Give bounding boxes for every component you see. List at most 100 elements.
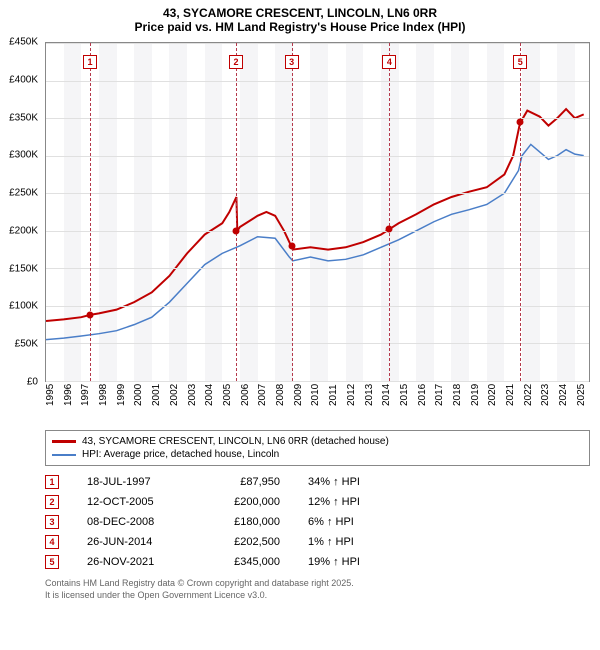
legend-label: 43, SYCAMORE CRESCENT, LINCOLN, LN6 0RR … <box>82 436 389 447</box>
y-tick-label: £350K <box>9 112 38 123</box>
y-tick-label: £400K <box>9 74 38 85</box>
sale-date: 26-JUN-2014 <box>87 536 182 548</box>
x-tick-label: 2020 <box>487 384 498 406</box>
sale-price: £200,000 <box>210 496 280 508</box>
x-axis-labels: 1995 1996 1997 1998 1999 2000 2001 2002 2003 2004… <box>45 384 590 422</box>
marker-line <box>236 43 237 381</box>
y-tick-label: £450K <box>9 37 38 48</box>
x-tick-label: 1997 <box>80 384 91 406</box>
x-tick-label: 2003 <box>187 384 198 406</box>
marker-dot <box>288 242 295 249</box>
x-tick-label: 2004 <box>204 384 215 406</box>
title-block: 43, SYCAMORE CRESCENT, LINCOLN, LN6 0RR … <box>0 0 600 36</box>
x-tick-label: 2011 <box>328 384 339 406</box>
sale-number-box: 5 <box>45 555 59 569</box>
sale-pct: 1% ↑ HPI <box>308 536 388 548</box>
y-tick-label: £250K <box>9 188 38 199</box>
x-tick-label: 2024 <box>558 384 569 406</box>
line-svg <box>46 43 589 381</box>
marker-box: 1 <box>83 55 97 69</box>
legend-label: HPI: Average price, detached house, Linc… <box>82 449 279 460</box>
x-tick-label: 2006 <box>240 384 251 406</box>
sale-price: £180,000 <box>210 516 280 528</box>
legend-swatch <box>52 440 76 443</box>
y-tick-label: £50K <box>15 339 38 350</box>
x-tick-label: 2022 <box>523 384 534 406</box>
marker-dot <box>386 225 393 232</box>
x-tick-label: 2000 <box>133 384 144 406</box>
sale-pct: 12% ↑ HPI <box>308 496 388 508</box>
sale-date: 18-JUL-1997 <box>87 476 182 488</box>
x-tick-label: 2005 <box>222 384 233 406</box>
x-tick-label: 2001 <box>151 384 162 406</box>
x-tick-label: 2016 <box>417 384 428 406</box>
sale-price: £202,500 <box>210 536 280 548</box>
marker-box: 2 <box>229 55 243 69</box>
x-tick-label: 2025 <box>576 384 587 406</box>
x-tick-label: 2007 <box>257 384 268 406</box>
y-axis-labels: £0£50K£100K£150K£200K£250K£300K£350K£400… <box>0 42 42 382</box>
marker-line <box>520 43 521 381</box>
legend: 43, SYCAMORE CRESCENT, LINCOLN, LN6 0RR … <box>45 430 590 466</box>
footer-attribution: Contains HM Land Registry data © Crown c… <box>45 578 590 601</box>
footer-line-1: Contains HM Land Registry data © Crown c… <box>45 578 590 590</box>
y-tick-label: £200K <box>9 225 38 236</box>
sale-pct: 6% ↑ HPI <box>308 516 388 528</box>
x-tick-label: 2018 <box>452 384 463 406</box>
series-hpi <box>46 144 584 339</box>
sale-row: 5 26-NOV-2021 £345,000 19% ↑ HPI <box>45 552 590 572</box>
chart-title-address: 43, SYCAMORE CRESCENT, LINCOLN, LN6 0RR <box>0 6 600 20</box>
sale-date: 08-DEC-2008 <box>87 516 182 528</box>
sale-price: £345,000 <box>210 556 280 568</box>
x-tick-label: 2008 <box>275 384 286 406</box>
x-tick-label: 1998 <box>98 384 109 406</box>
x-tick-label: 2009 <box>293 384 304 406</box>
sale-row: 3 08-DEC-2008 £180,000 6% ↑ HPI <box>45 512 590 532</box>
chart-area: £0£50K£100K£150K£200K£250K£300K£350K£400… <box>45 42 590 422</box>
sale-row: 1 18-JUL-1997 £87,950 34% ↑ HPI <box>45 472 590 492</box>
marker-box: 5 <box>513 55 527 69</box>
marker-box: 3 <box>285 55 299 69</box>
plot-area: 1 2 3 4 5 <box>45 42 590 382</box>
x-tick-label: 2012 <box>346 384 357 406</box>
x-tick-label: 2013 <box>364 384 375 406</box>
y-tick-label: £0 <box>27 377 38 388</box>
sale-price: £87,950 <box>210 476 280 488</box>
marker-dot <box>233 227 240 234</box>
y-tick-label: £150K <box>9 263 38 274</box>
legend-swatch <box>52 454 76 456</box>
marker-dot <box>517 118 524 125</box>
marker-line <box>90 43 91 381</box>
x-tick-label: 2017 <box>434 384 445 406</box>
x-tick-label: 2014 <box>381 384 392 406</box>
x-tick-label: 2019 <box>470 384 481 406</box>
x-tick-label: 2015 <box>399 384 410 406</box>
chart-container: 43, SYCAMORE CRESCENT, LINCOLN, LN6 0RR … <box>0 0 600 650</box>
series-price_paid <box>46 109 584 321</box>
x-tick-label: 2002 <box>169 384 180 406</box>
x-tick-label: 2021 <box>505 384 516 406</box>
x-tick-label: 1999 <box>116 384 127 406</box>
sale-date: 26-NOV-2021 <box>87 556 182 568</box>
marker-dot <box>87 311 94 318</box>
sale-number-box: 1 <box>45 475 59 489</box>
sale-row: 212-OCT-2005£200,00012% ↑ HPI <box>45 492 590 512</box>
x-tick-label: 1996 <box>63 384 74 406</box>
sales-table: 118-JUL-1997£87,95034% ↑ HPI212-OCT-2005… <box>45 472 590 572</box>
footer-line-2: It is licensed under the Open Government… <box>45 590 590 602</box>
x-tick-label: 2010 <box>310 384 321 406</box>
marker-box: 4 <box>382 55 396 69</box>
legend-row: HPI: Average price, detached house, Linc… <box>52 448 583 461</box>
sale-number-box: 3 <box>45 515 59 529</box>
y-tick-label: £100K <box>9 301 38 312</box>
sale-pct: 34% ↑ HPI <box>308 476 388 488</box>
marker-line <box>389 43 390 381</box>
chart-title-sub: Price paid vs. HM Land Registry's House … <box>0 20 600 34</box>
legend-row: 43, SYCAMORE CRESCENT, LINCOLN, LN6 0RR … <box>52 435 583 448</box>
x-tick-label: 1995 <box>45 384 56 406</box>
marker-line <box>292 43 293 381</box>
sale-row: 426-JUN-2014£202,5001% ↑ HPI <box>45 532 590 552</box>
y-tick-label: £300K <box>9 150 38 161</box>
sale-pct: 19% ↑ HPI <box>308 556 388 568</box>
sale-date: 12-OCT-2005 <box>87 496 182 508</box>
